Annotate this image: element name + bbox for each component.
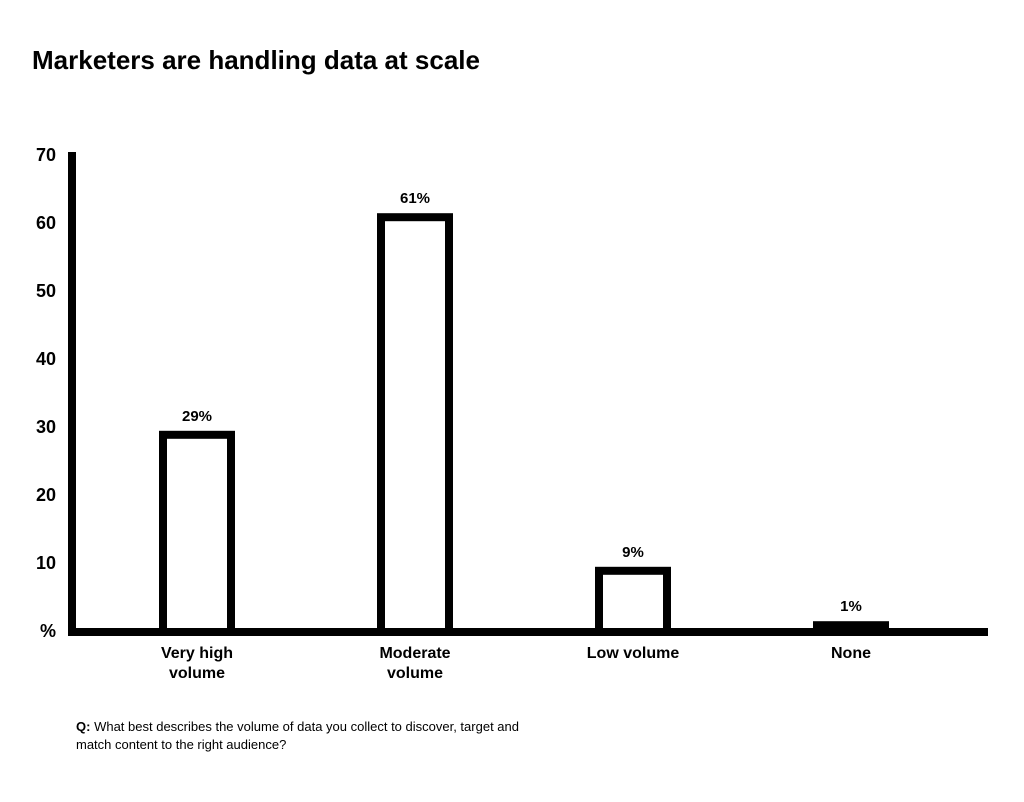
bar	[377, 213, 453, 636]
data-label: 29%	[182, 408, 212, 425]
footnote: Q: What best describes the volume of dat…	[76, 718, 536, 754]
y-tick-label: 40	[36, 349, 56, 369]
y-tick-label: 60	[36, 213, 56, 233]
y-tick-label: %	[40, 621, 56, 641]
footnote-label: Q:	[76, 719, 91, 734]
y-tick-label: 10	[36, 553, 56, 573]
chart-title: Marketers are handling data at scale	[32, 45, 480, 75]
data-label: 9%	[622, 544, 644, 561]
footnote-text: What best describes the volume of data y…	[76, 719, 519, 752]
y-tick-label: 50	[36, 281, 56, 301]
data-label: 61%	[400, 190, 430, 207]
bar	[159, 430, 235, 636]
x-tick-label: None	[831, 645, 871, 662]
y-tick-label: 20	[36, 485, 56, 505]
x-tick-label: Very high volume	[160, 645, 234, 682]
bar	[595, 566, 671, 636]
data-label: 1%	[840, 598, 862, 615]
x-tick-label: Low volume	[586, 645, 680, 662]
y-tick-label: 70	[36, 145, 56, 165]
y-tick-label: 30	[36, 417, 56, 437]
x-tick-label: Moderate volume	[379, 645, 451, 682]
